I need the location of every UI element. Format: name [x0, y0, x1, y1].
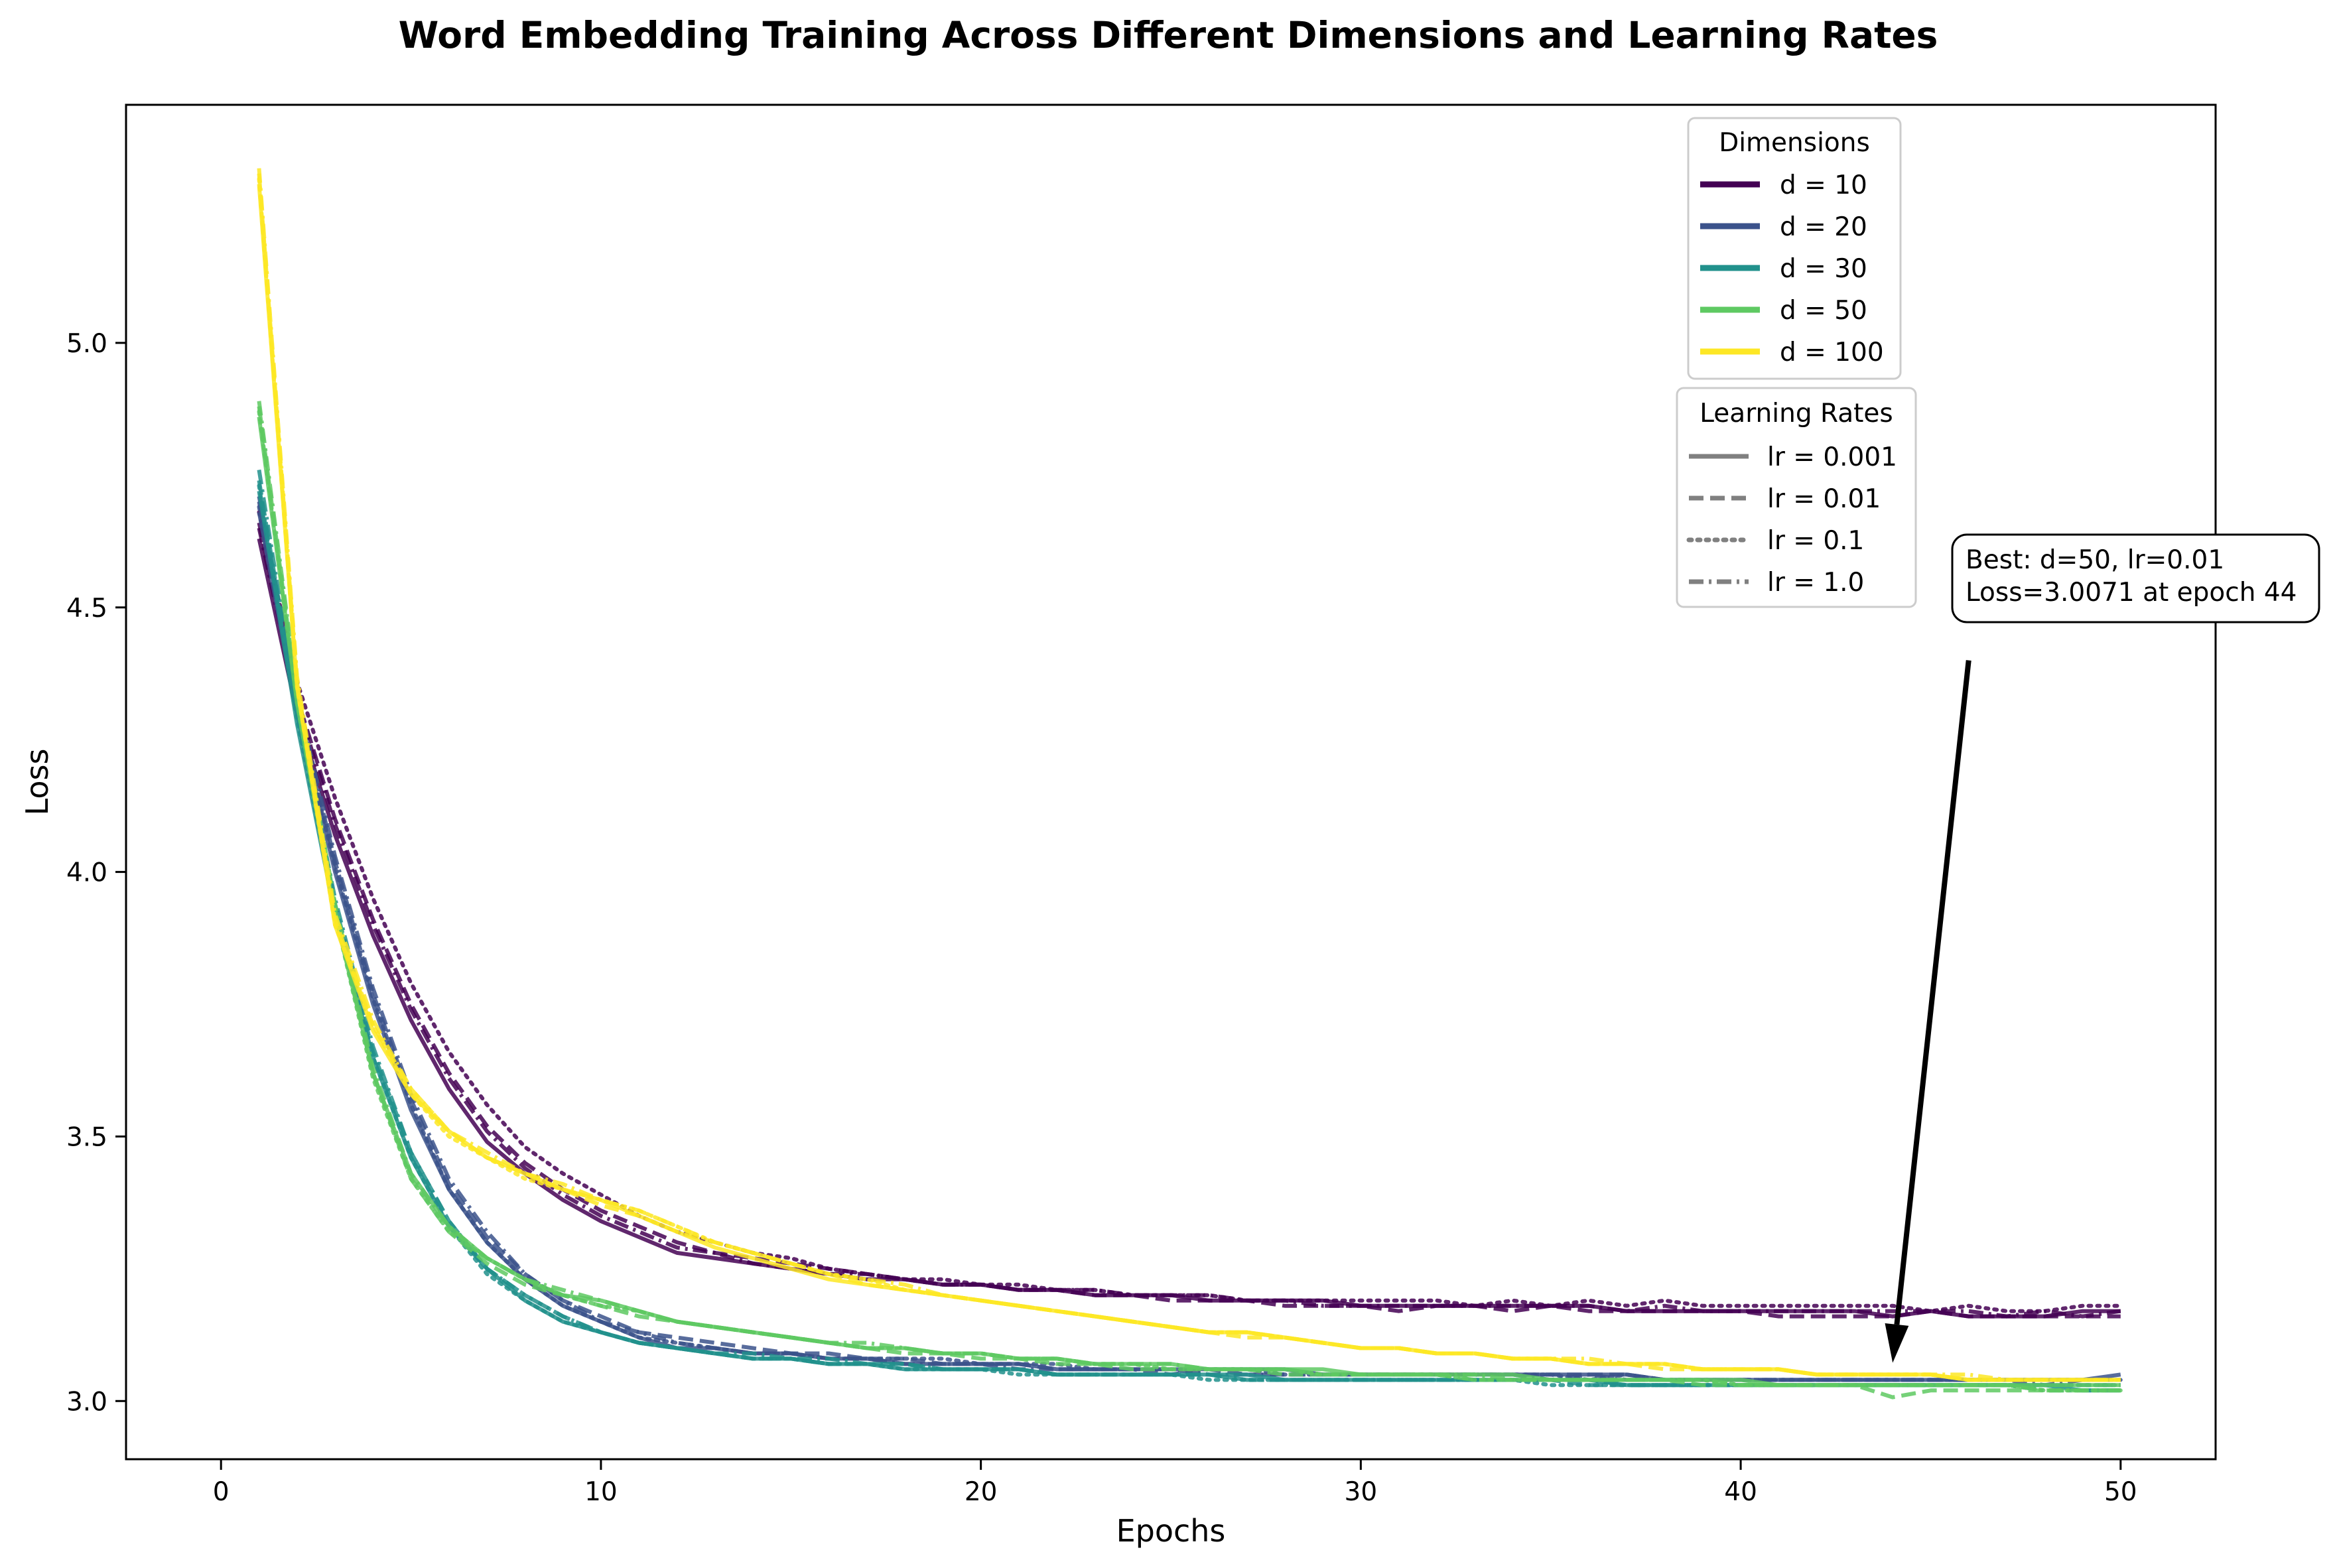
legend-label-d-20: d = 20: [1780, 212, 1867, 242]
x-tick-label: 20: [965, 1477, 998, 1507]
annotation-line-2: Loss=3.0071 at epoch 44: [1966, 578, 2297, 608]
legend-label-d-100: d = 100: [1780, 338, 1884, 367]
series-line-d-10-lr-0-1: [257, 510, 2123, 1313]
x-axis: 0 10 20 30 40 50: [213, 1459, 2137, 1507]
legend-label-lr-1-0: lr = 1.0: [1767, 568, 1864, 598]
legend-dimensions-title: Dimensions: [1719, 128, 1870, 158]
series-line-d-20-lr-1-0: [257, 495, 2121, 1388]
legend-learning-rates-frame: [1676, 387, 1917, 608]
x-tick-label: 0: [213, 1477, 230, 1507]
legend-label-d-30: d = 30: [1780, 254, 1867, 284]
legend-label-d-50: d = 50: [1780, 296, 1867, 326]
y-tick-label: 4.5: [66, 594, 107, 623]
annotation-layer: [1885, 660, 1971, 1363]
legend-learning-rates-title: Learning Rates: [1700, 399, 1893, 428]
annotation-line-1: Best: d=50, lr=0.01: [1966, 545, 2224, 575]
legend-label-lr-0-01: lr = 0.01: [1767, 484, 1881, 514]
chart-title: Word Embedding Training Across Different…: [399, 14, 1938, 56]
y-axis: 3.0 3.5 4.0 4.5 5.0: [66, 329, 126, 1417]
x-tick-label: 10: [584, 1477, 618, 1507]
legend-dimensions: Dimensions d = 10 d = 20 d = 30 d = 50 d = 1…: [1687, 117, 1902, 380]
y-tick-label: 3.0: [66, 1387, 107, 1417]
legend-label-lr-0-1: lr = 0.1: [1767, 526, 1864, 556]
y-tick-label: 5.0: [66, 329, 107, 359]
annotation-arrow-shaft: [1894, 660, 1971, 1325]
series-line-d-10-lr-1-0: [257, 527, 2121, 1319]
annotation-arrow-head: [1885, 1323, 1909, 1363]
series-layer: [257, 168, 2123, 1400]
y-tick-label: 3.5: [66, 1122, 107, 1152]
y-axis-label: Loss: [19, 749, 55, 816]
series-line-d-100-lr-0-1: [257, 176, 2123, 1382]
plot-frame: [125, 103, 2217, 1461]
series-line-d-50-lr-1-0: [257, 401, 2121, 1393]
best-annotation: Best: d=50, lr=0.01 Loss=3.0071 at epoch…: [1951, 533, 2320, 623]
legend-learning-rates: Learning Rates lr = 0.001 lr = 0.01 lr = 0…: [1676, 387, 1917, 608]
legend-label-d-10: d = 10: [1780, 170, 1867, 200]
x-axis-label: Epochs: [1116, 1513, 1226, 1549]
x-tick-label: 50: [2104, 1477, 2137, 1507]
y-tick-label: 4.0: [66, 858, 107, 888]
legend-label-lr-0-001: lr = 0.001: [1767, 442, 1897, 472]
annotation-box: [1951, 533, 2320, 623]
x-tick-label: 30: [1345, 1477, 1378, 1507]
x-tick-label: 40: [1724, 1477, 1757, 1507]
